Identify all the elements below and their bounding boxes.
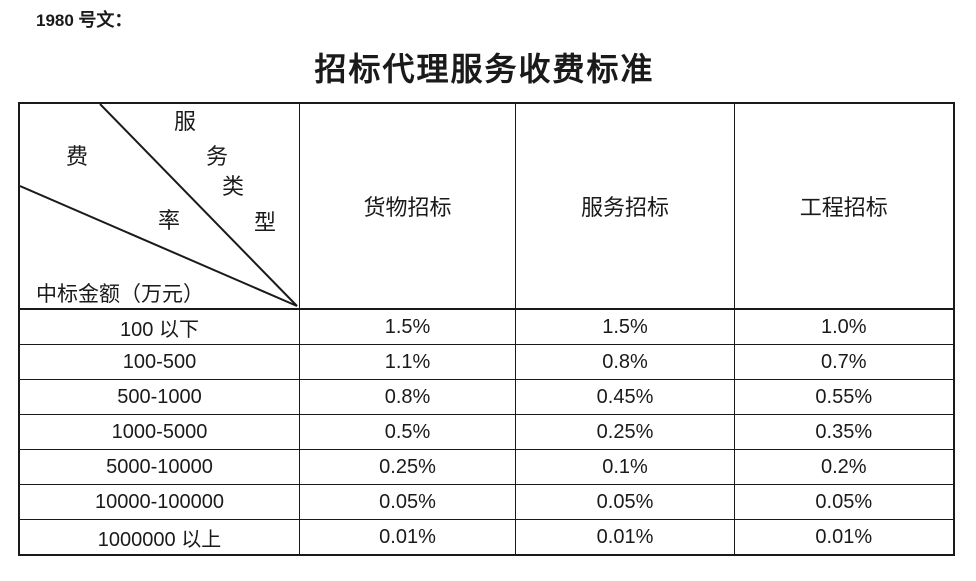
doc-number: 1980 号文：: [36, 6, 132, 32]
fee-cell: 0.05%: [515, 484, 735, 520]
row-range-label: 500-1000: [18, 379, 300, 415]
doc-number-digits: 1980: [36, 11, 74, 30]
fee-cell: 0.25%: [515, 414, 735, 450]
fee-cell: 0.05%: [734, 484, 954, 520]
table-row: 500-1000 0.8% 0.45% 0.55%: [18, 379, 954, 415]
row-range-label: 1000000 以上: [18, 519, 300, 556]
fee-cell: 0.55%: [734, 379, 954, 415]
fee-cell: 0.35%: [734, 414, 954, 450]
row-range-label: 100-500: [18, 344, 300, 380]
corner-type-char-4: 型: [253, 210, 276, 235]
table-row: 1000-5000 0.5% 0.25% 0.35%: [18, 414, 954, 450]
fee-cell: 1.5%: [515, 308, 735, 345]
doc-number-label: 号文：: [78, 10, 133, 30]
corner-type-char-3: 类: [221, 174, 244, 199]
row-range-label: 100 以下: [18, 308, 300, 345]
fee-rate-table: 费 率 服 务 类 型 中标金额（万元） 货物招标 服务招标 工程招标 100 …: [18, 102, 955, 556]
column-header-services: 服务招标: [515, 102, 735, 310]
fee-cell: 1.0%: [734, 308, 954, 345]
table-header-row: 费 率 服 务 类 型 中标金额（万元） 货物招标 服务招标 工程招标: [18, 102, 954, 310]
row-range-label: 1000-5000: [18, 414, 300, 450]
fee-cell: 0.05%: [299, 484, 516, 520]
page-title: 招标代理服务收费标准: [314, 51, 655, 87]
row-range-label: 10000-100000: [18, 484, 300, 520]
fee-cell: 0.25%: [299, 449, 516, 485]
table-row: 10000-100000 0.05% 0.05% 0.05%: [18, 484, 954, 520]
fee-cell: 0.45%: [515, 379, 735, 415]
column-header-engineering: 工程招标: [734, 102, 954, 310]
corner-type-char-1: 服: [173, 109, 196, 134]
diagonal-header-cell: 费 率 服 务 类 型 中标金额（万元）: [18, 102, 300, 310]
table-row: 100-500 1.1% 0.8% 0.7%: [18, 344, 954, 380]
fee-cell: 0.01%: [734, 519, 954, 556]
diagonal-header-content: 费 率 服 务 类 型 中标金额（万元）: [20, 104, 299, 307]
table-row: 100 以下 1.5% 1.5% 1.0%: [18, 308, 954, 345]
fee-cell: 0.1%: [515, 449, 735, 485]
fee-cell: 0.01%: [515, 519, 735, 556]
fee-cell: 0.8%: [299, 379, 516, 415]
diagonal-divider-lines: [20, 104, 298, 307]
fee-cell: 0.2%: [734, 449, 954, 485]
corner-fee-char-1: 费: [65, 144, 88, 169]
corner-fee-char-2: 率: [157, 208, 180, 233]
row-range-label: 5000-10000: [18, 449, 300, 485]
fee-cell: 1.5%: [299, 308, 516, 345]
fee-cell: 0.7%: [734, 344, 954, 380]
fee-cell: 0.8%: [515, 344, 735, 380]
corner-type-char-2: 务: [205, 144, 228, 169]
table-row: 1000000 以上 0.01% 0.01% 0.01%: [18, 519, 954, 556]
fee-cell: 0.01%: [299, 519, 516, 556]
fee-cell: 1.1%: [299, 344, 516, 380]
fee-cell: 0.5%: [299, 414, 516, 450]
table-row: 5000-10000 0.25% 0.1% 0.2%: [18, 449, 954, 485]
column-header-goods: 货物招标: [299, 102, 516, 310]
row-axis-label: 中标金额（万元）: [36, 282, 204, 306]
